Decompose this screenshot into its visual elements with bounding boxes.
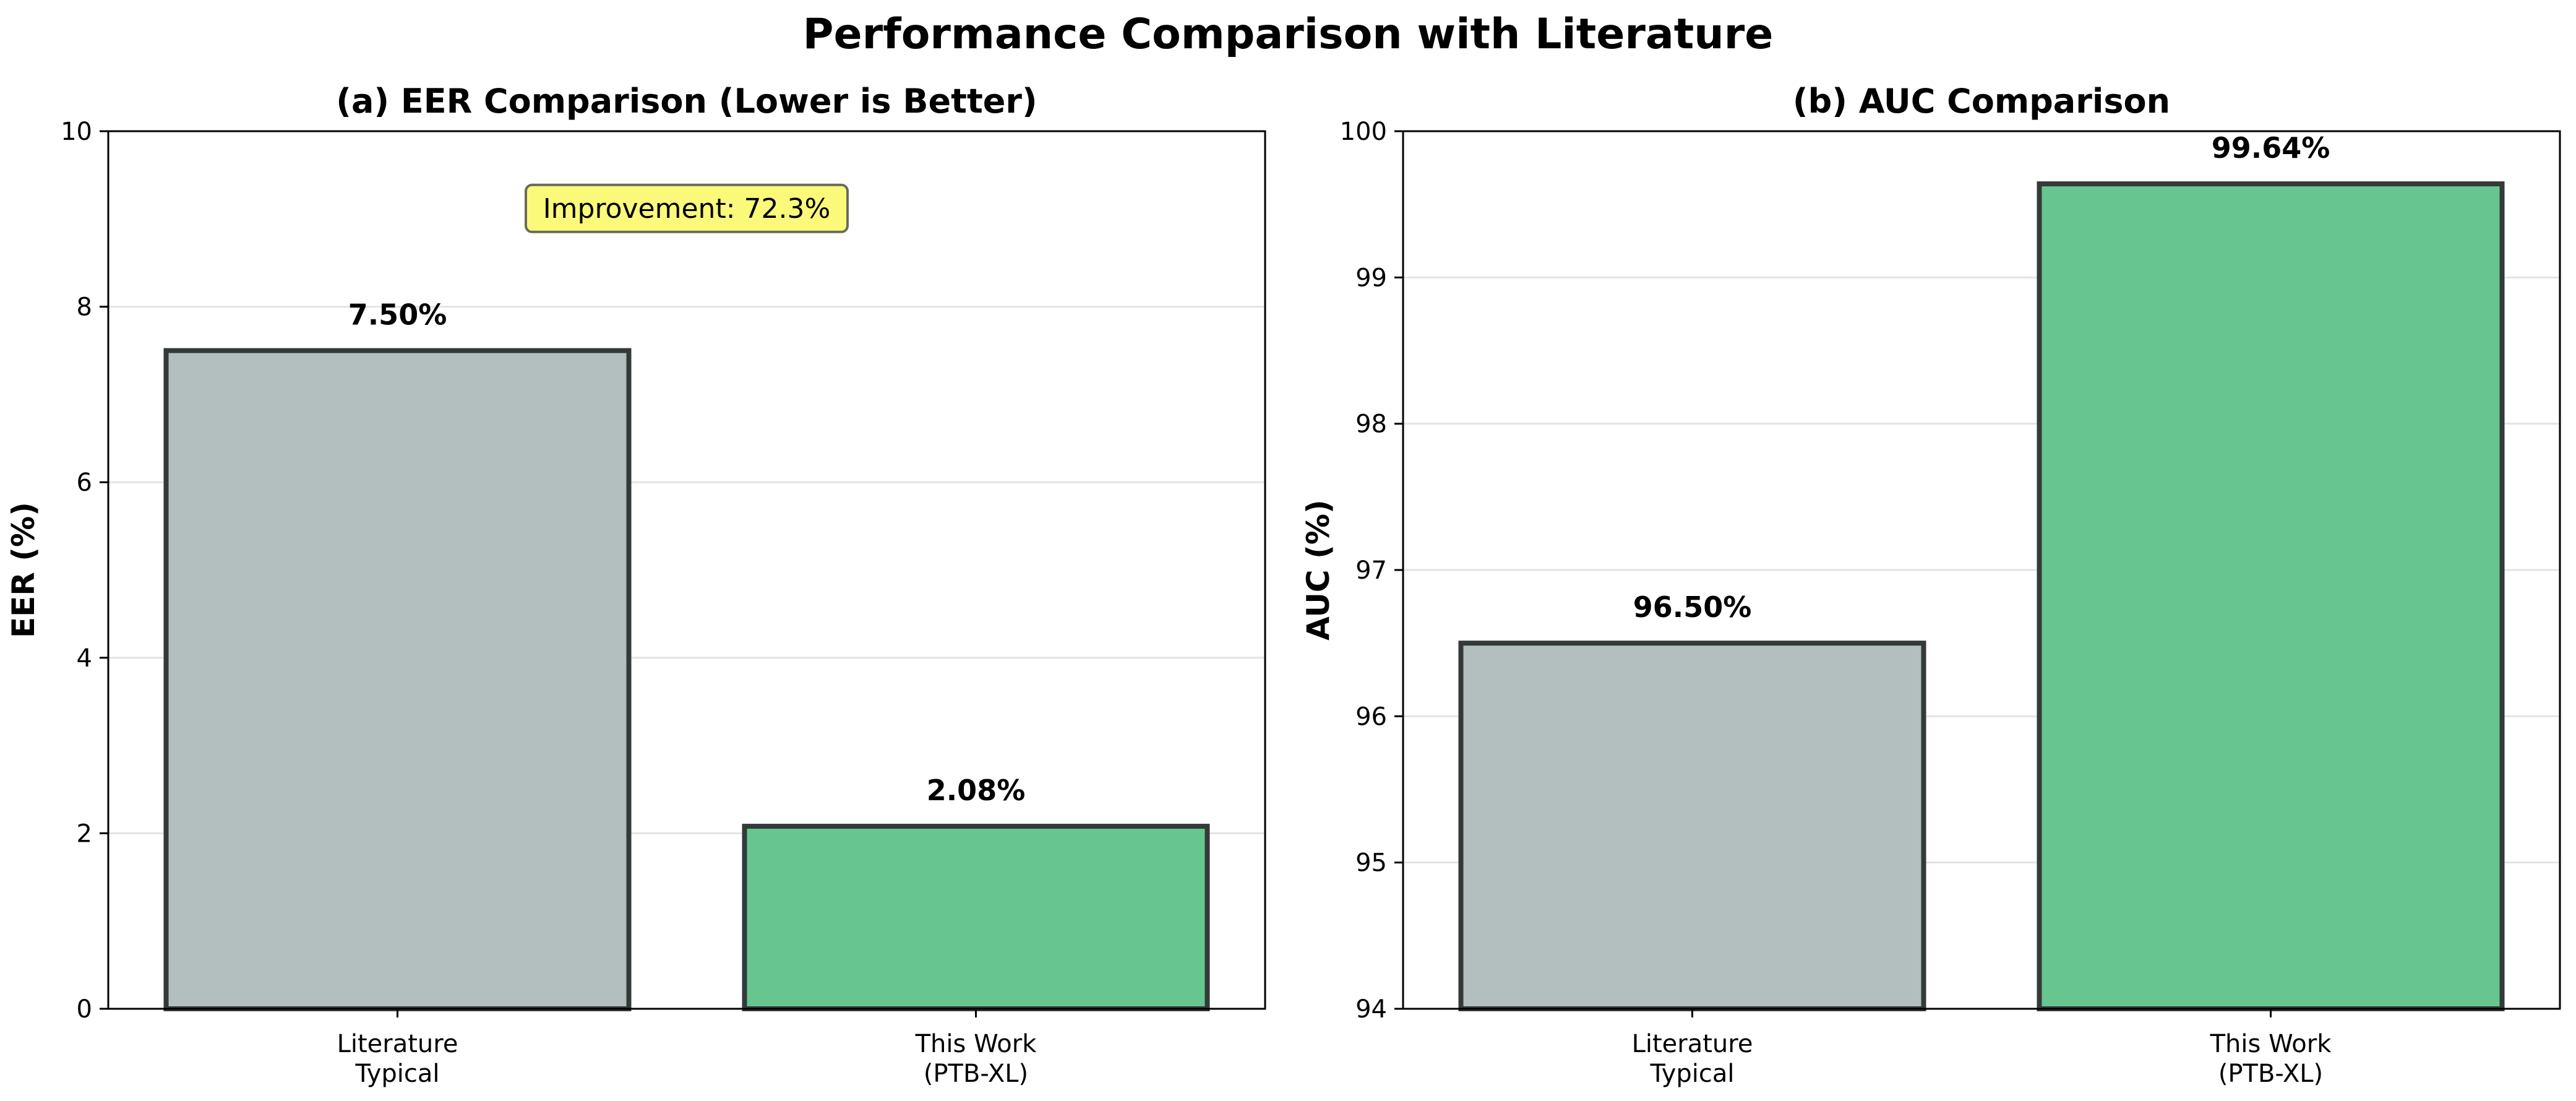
eer-bar-literature xyxy=(163,348,632,1011)
auc-y-tick-label: 97 xyxy=(1355,556,1387,585)
eer-annotation-box xyxy=(525,183,849,233)
auc-bar-this-work xyxy=(2037,181,2505,1012)
auc-title: (b) AUC Comparison xyxy=(1793,82,2170,121)
auc-y-tick-label: 98 xyxy=(1355,410,1387,439)
auc-y-tick-label: 96 xyxy=(1355,702,1387,731)
auc-y-tick-label: 94 xyxy=(1355,995,1387,1024)
auc-y-axis-label: AUC (%) xyxy=(1300,499,1336,641)
eer-value-label: 2.08% xyxy=(927,774,1026,807)
eer-title: (a) EER Comparison (Lower is Better) xyxy=(336,82,1037,121)
auc-bar-literature xyxy=(1458,641,1926,1011)
panel-eer: 7.50% Literature Typical 2.08% This Work (PTB… xyxy=(6,82,1266,1088)
eer-annotation-text: Improvement: 72.3% xyxy=(543,193,831,225)
eer-y-tick-label: 4 xyxy=(77,644,92,673)
figure-title: Performance Comparison with Literature xyxy=(803,10,1774,59)
eer-x-tick-label: Literature Typical xyxy=(337,1030,458,1088)
eer-y-tick-label: 2 xyxy=(77,819,92,848)
eer-y-tick-label: 10 xyxy=(61,118,92,146)
auc-value-label: 99.64% xyxy=(2212,131,2330,165)
eer-y-tick-label: 0 xyxy=(77,995,92,1024)
eer-bar-this-work xyxy=(742,824,1210,1012)
auc-x-tick-label: Literature Typical xyxy=(1632,1030,1753,1088)
eer-y-tick-label: 6 xyxy=(77,468,92,497)
auc-y-tick-label: 99 xyxy=(1355,264,1387,292)
eer-y-tick-label: 8 xyxy=(77,293,92,322)
eer-value-label: 7.50% xyxy=(348,298,447,332)
eer-x-tick-label: This Work (PTB-XL) xyxy=(915,1030,1037,1088)
eer-axes-frame xyxy=(107,130,1266,1010)
auc-x-tick-label: This Work (PTB-XL) xyxy=(2210,1030,2332,1088)
auc-y-tick-label: 100 xyxy=(1340,118,1387,146)
auc-y-tick-label: 95 xyxy=(1355,849,1387,878)
eer-y-axis-label: EER (%) xyxy=(6,502,41,638)
auc-value-label: 96.50% xyxy=(1633,590,1752,624)
panel-auc: 96.50% Literature Typical 99.64% This Work (P… xyxy=(1300,82,2561,1088)
